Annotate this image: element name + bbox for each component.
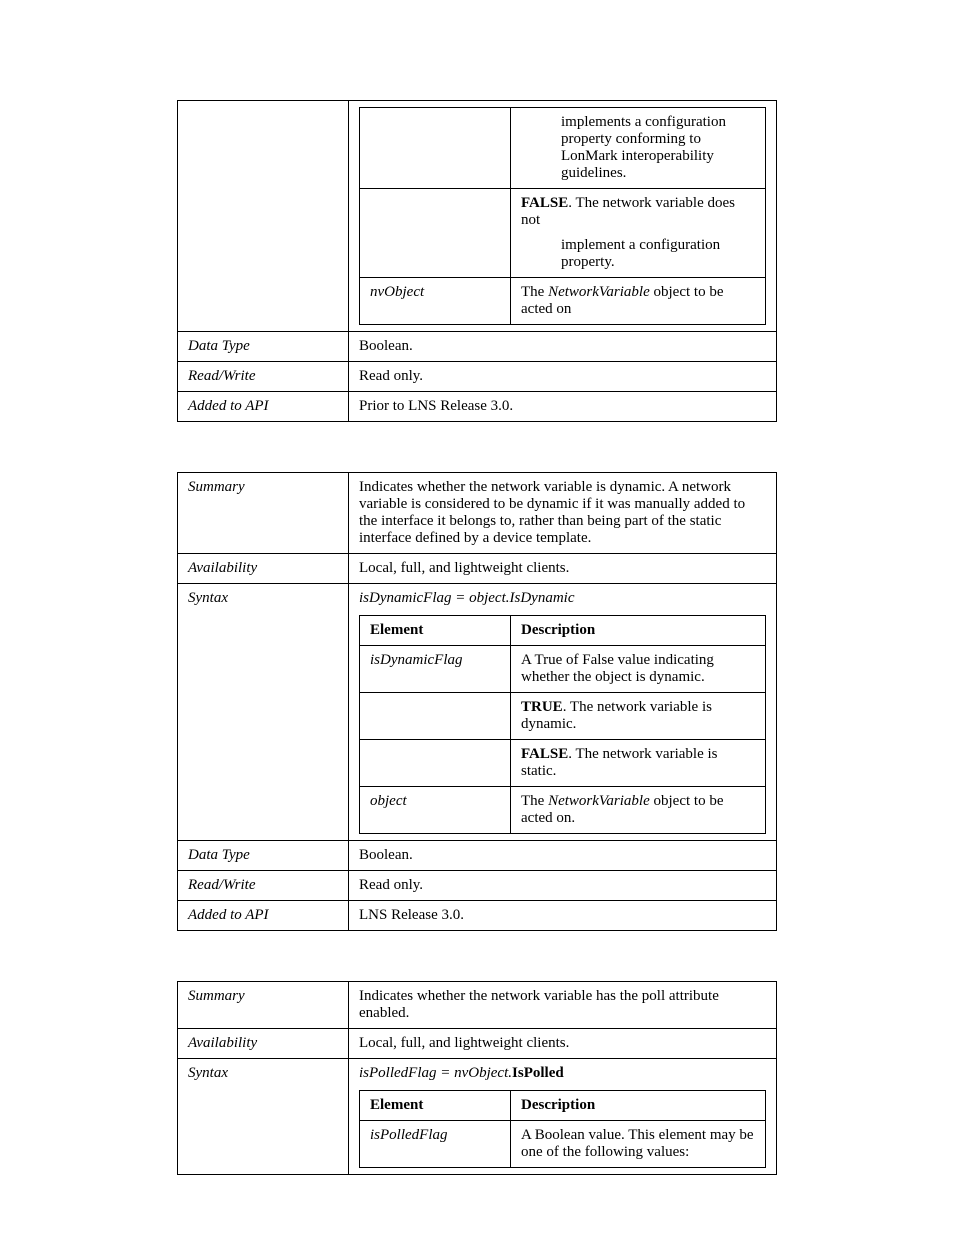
desc-part-italic: NetworkVariable (548, 793, 650, 809)
element-description: The NetworkVariable object to be acted o… (511, 787, 766, 834)
table-row: Summary Indicates whether the network va… (178, 473, 777, 554)
row-label: Syntax (178, 584, 349, 841)
syntax-value: isDynamicFlag = object.IsDynamic Element… (349, 584, 777, 841)
page-container: implements a configuration property conf… (0, 0, 954, 1235)
property-table-3: Summary Indicates whether the network va… (177, 981, 777, 1175)
row-label: Read/Write (178, 871, 349, 901)
row-label: Summary (178, 982, 349, 1029)
element-name: isPolledFlag (360, 1121, 511, 1168)
table-row: Summary Indicates whether the network va… (178, 982, 777, 1029)
true-indent-text: implements a configuration property conf… (521, 114, 755, 182)
row-label: Syntax (178, 1059, 349, 1175)
table-row: Read/Write Read only. (178, 871, 777, 901)
row-label: Data Type (178, 841, 349, 871)
syntax-value: implements a configuration property conf… (349, 101, 777, 332)
element-name: isDynamicFlag (360, 646, 511, 693)
element-name-empty (360, 740, 511, 787)
desc-part-a: The (521, 284, 548, 300)
table-row: nvObject The NetworkVariable object to b… (360, 278, 766, 325)
row-label: Availability (178, 554, 349, 584)
row-value: Read only. (349, 871, 777, 901)
row-value: Local, full, and lightweight clients. (349, 1029, 777, 1059)
table-row: Syntax isPolledFlag = nvObject.IsPolled … (178, 1059, 777, 1175)
element-name: object (360, 787, 511, 834)
table-row: FALSE. The network variable does not imp… (360, 189, 766, 278)
row-value: Indicates whether the network variable h… (349, 982, 777, 1029)
property-table-2: Summary Indicates whether the network va… (177, 472, 777, 931)
table-row: Read/Write Read only. (178, 362, 777, 392)
desc-part-a: The (521, 793, 548, 809)
description-header: Description (511, 1091, 766, 1121)
row-label-empty (178, 101, 349, 332)
row-label: Added to API (178, 901, 349, 931)
element-header-row: Element Description (360, 616, 766, 646)
true-description: TRUE. The network variable is dynamic. (511, 693, 766, 740)
row-value: Local, full, and lightweight clients. (349, 554, 777, 584)
table-row: Added to API Prior to LNS Release 3.0. (178, 392, 777, 422)
row-value: Read only. (349, 362, 777, 392)
table-row: Added to API LNS Release 3.0. (178, 901, 777, 931)
false-indent-text: implement a configuration property. (521, 237, 755, 271)
row-label: Summary (178, 473, 349, 554)
element-name: nvObject (360, 278, 511, 325)
table-row: isDynamicFlag A True of False value indi… (360, 646, 766, 693)
element-name-empty (360, 108, 511, 189)
row-value: Indicates whether the network variable i… (349, 473, 777, 554)
table-row: implements a configuration property conf… (360, 108, 766, 189)
syntax-italic: isPolledFlag = nvObject. (359, 1065, 512, 1081)
property-table-1: implements a configuration property conf… (177, 100, 777, 422)
table-row: object The NetworkVariable object to be … (360, 787, 766, 834)
element-header: Element (360, 616, 511, 646)
element-name-empty (360, 693, 511, 740)
element-description: The NetworkVariable object to be acted o… (511, 278, 766, 325)
row-label: Added to API (178, 392, 349, 422)
syntax-expression: isPolledFlag = nvObject.IsPolled (359, 1065, 766, 1082)
element-header-row: Element Description (360, 1091, 766, 1121)
element-header: Element (360, 1091, 511, 1121)
element-description: A True of False value indicating whether… (511, 646, 766, 693)
table-row: Availability Local, full, and lightweigh… (178, 554, 777, 584)
table-row: TRUE. The network variable is dynamic. (360, 693, 766, 740)
syntax-expression: isDynamicFlag = object.IsDynamic (359, 590, 766, 607)
description-header: Description (511, 616, 766, 646)
element-table: Element Description isPolledFlag A Boole… (359, 1090, 766, 1168)
table-row: Syntax isDynamicFlag = object.IsDynamic … (178, 584, 777, 841)
element-name-empty (360, 189, 511, 278)
true-description: implements a configuration property conf… (511, 108, 766, 189)
false-label: FALSE (521, 195, 568, 211)
row-label: Data Type (178, 332, 349, 362)
true-label: TRUE (521, 699, 563, 715)
element-table: implements a configuration property conf… (359, 107, 766, 325)
syntax-value: isPolledFlag = nvObject.IsPolled Element… (349, 1059, 777, 1175)
row-value: Boolean. (349, 332, 777, 362)
table-row: Availability Local, full, and lightweigh… (178, 1029, 777, 1059)
table-row: isPolledFlag A Boolean value. This eleme… (360, 1121, 766, 1168)
element-description: A Boolean value. This element may be one… (511, 1121, 766, 1168)
table-row: Data Type Boolean. (178, 841, 777, 871)
row-value: LNS Release 3.0. (349, 901, 777, 931)
false-description: FALSE. The network variable is static. (511, 740, 766, 787)
row-value: Prior to LNS Release 3.0. (349, 392, 777, 422)
table-row: FALSE. The network variable is static. (360, 740, 766, 787)
syntax-bold: IsPolled (512, 1065, 564, 1081)
table-row: Data Type Boolean. (178, 332, 777, 362)
element-table: Element Description isDynamicFlag A True… (359, 615, 766, 834)
row-value: Boolean. (349, 841, 777, 871)
false-description: FALSE. The network variable does not imp… (511, 189, 766, 278)
false-label: FALSE (521, 746, 568, 762)
table-row: implements a configuration property conf… (178, 101, 777, 332)
row-label: Availability (178, 1029, 349, 1059)
desc-part-italic: NetworkVariable (548, 284, 650, 300)
row-label: Read/Write (178, 362, 349, 392)
